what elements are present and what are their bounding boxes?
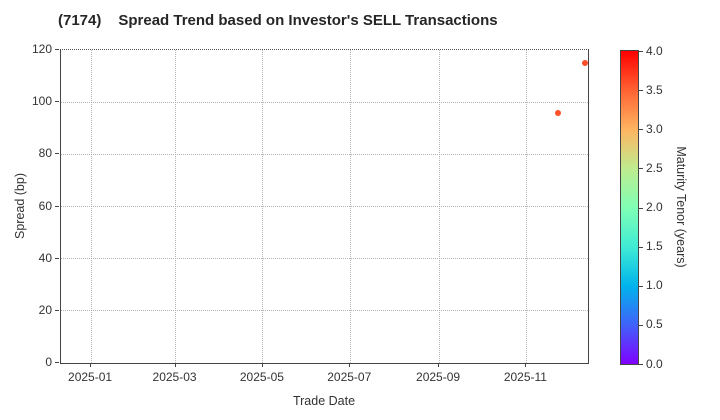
ticker-code: (7174)	[58, 12, 102, 29]
y-tick-mark	[55, 101, 59, 103]
colorbar-tick-mark	[639, 324, 643, 326]
y-tick-mark	[55, 309, 59, 311]
colorbar-tick-label: 4.0	[646, 43, 663, 58]
x-axis-label: Trade Date	[292, 394, 356, 408]
colorbar-tick-mark	[639, 207, 643, 209]
data-point	[582, 60, 588, 67]
y-gridline	[61, 101, 588, 103]
y-gridline	[61, 153, 588, 155]
x-tick-label: 2025-09	[416, 370, 461, 384]
colorbar-tick-label: 0.5	[646, 317, 663, 332]
plot-area	[60, 49, 589, 364]
colorbar-tick-label: 1.0	[646, 278, 663, 293]
x-tick-label: 2025-05	[239, 370, 284, 384]
x-tick-mark	[525, 363, 527, 367]
colorbar-tick-label: 3.5	[646, 82, 663, 97]
y-tick-label: 40	[38, 250, 52, 265]
colorbar-tick-mark	[639, 168, 643, 170]
colorbar-tick-label: 0.0	[646, 356, 663, 371]
chart-title: (7174) Spread Trend based on Investor's …	[58, 12, 498, 29]
y-gridline	[61, 206, 588, 207]
y-tick-mark	[55, 49, 59, 50]
y-tick-mark	[55, 153, 59, 155]
y-tick-label: 60	[38, 198, 52, 213]
y-tick-mark	[55, 362, 59, 363]
colorbar-tick-mark	[639, 285, 643, 287]
colorbar-tick-label: 1.5	[646, 239, 663, 254]
y-tick-mark	[55, 205, 59, 207]
x-tick-mark	[90, 363, 92, 367]
colorbar-tick-mark	[639, 51, 643, 52]
y-tick-label: 120	[31, 42, 52, 56]
y-tick-label: 20	[38, 302, 52, 317]
x-tick-mark	[349, 363, 351, 367]
data-point	[554, 109, 561, 116]
y-gridline	[61, 310, 588, 312]
x-tick-label: 2025-07	[327, 370, 372, 384]
x-tick-label: 2025-03	[152, 370, 197, 384]
title-text: Spread Trend based on Investor's SELL Tr…	[118, 12, 498, 29]
colorbar-axis-label: Maturity Tenor (years)	[674, 146, 688, 268]
y-tick-label: 100	[31, 94, 52, 109]
x-tick-mark	[261, 363, 263, 367]
y-tick-label: 80	[38, 146, 52, 161]
x-tick-mark	[438, 363, 440, 367]
colorbar-tick-mark	[639, 246, 643, 248]
colorbar-tick-mark	[639, 129, 643, 131]
colorbar-tick-label: 2.0	[646, 200, 663, 214]
x-tick-mark	[174, 363, 176, 367]
y-tick-label: 0	[45, 355, 52, 369]
colorbar-tick-mark	[639, 90, 643, 92]
colorbar	[620, 50, 639, 365]
y-gridline	[61, 258, 588, 260]
colorbar-tick-label: 3.0	[646, 121, 663, 136]
x-tick-label: 2025-11	[503, 370, 547, 384]
x-tick-label: 2025-01	[68, 370, 113, 384]
colorbar-tick-label: 2.5	[646, 160, 663, 175]
colorbar-tick-mark	[639, 364, 643, 365]
y-tick-mark	[55, 257, 59, 259]
